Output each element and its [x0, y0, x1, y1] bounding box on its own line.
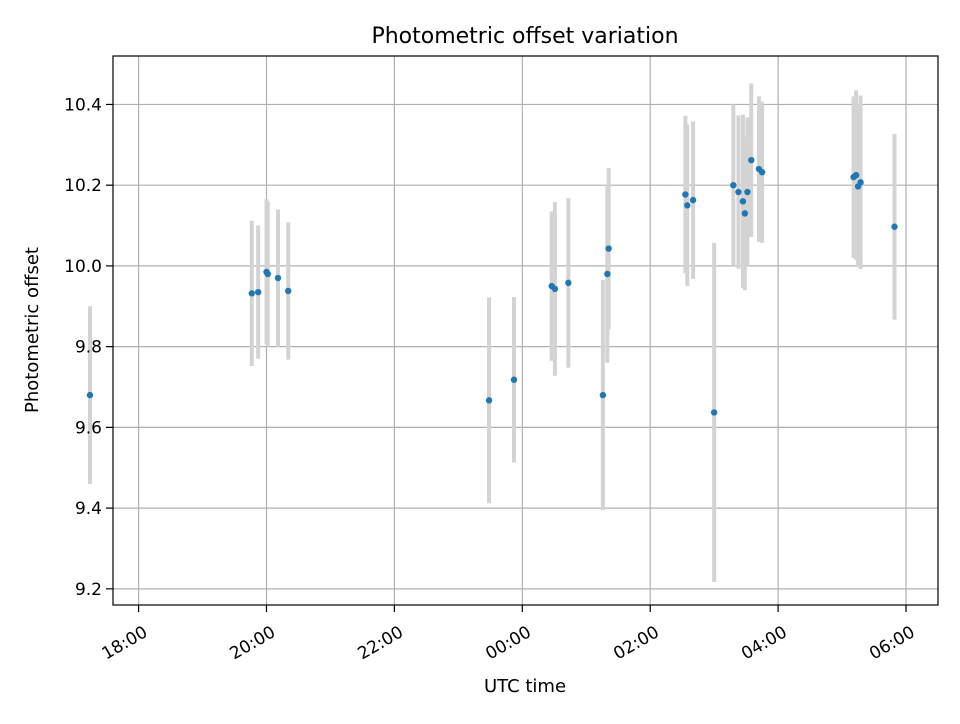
data-point [285, 287, 292, 295]
data-points [86, 156, 898, 416]
data-point [735, 188, 742, 196]
data-point [682, 191, 689, 198]
x-axis-label: UTC time [484, 676, 566, 697]
y-tick-label: 9.4 [75, 499, 102, 519]
data-point [852, 171, 860, 179]
y-tick-label: 9.6 [75, 418, 102, 438]
data-point [741, 210, 749, 217]
data-point [744, 188, 751, 196]
axes-frame [112, 55, 939, 606]
y-axis-label: Photometric offset [22, 247, 43, 413]
data-point [857, 179, 864, 186]
data-point [254, 288, 262, 296]
data-point [739, 198, 747, 205]
y-axis-ticks: 9.2 9.4 9.6 9.8 10.0 10.2 10.4 [64, 95, 113, 600]
data-point [510, 376, 518, 383]
data-point [599, 391, 607, 399]
data-point [605, 245, 612, 252]
data-point [565, 279, 572, 287]
data-point [710, 409, 718, 416]
data-point [86, 391, 94, 399]
data-point [891, 223, 898, 230]
data-point [604, 270, 611, 278]
data-point [551, 285, 559, 293]
data-point [264, 270, 271, 278]
data-point [758, 169, 766, 176]
data-point [730, 181, 737, 189]
y-tick-label: 9.8 [75, 338, 102, 358]
data-point [274, 274, 282, 282]
y-tick-label: 9.2 [75, 580, 102, 600]
data-point [689, 196, 697, 204]
data-point [485, 397, 493, 404]
data-point [748, 156, 755, 164]
y-tick-label: 10.4 [64, 95, 102, 115]
y-tick-label: 10.2 [64, 176, 102, 196]
y-tick-label: 10.0 [64, 257, 102, 277]
chart-title: Photometric offset variation [371, 24, 678, 49]
data-point [248, 290, 255, 297]
data-point [684, 202, 691, 209]
